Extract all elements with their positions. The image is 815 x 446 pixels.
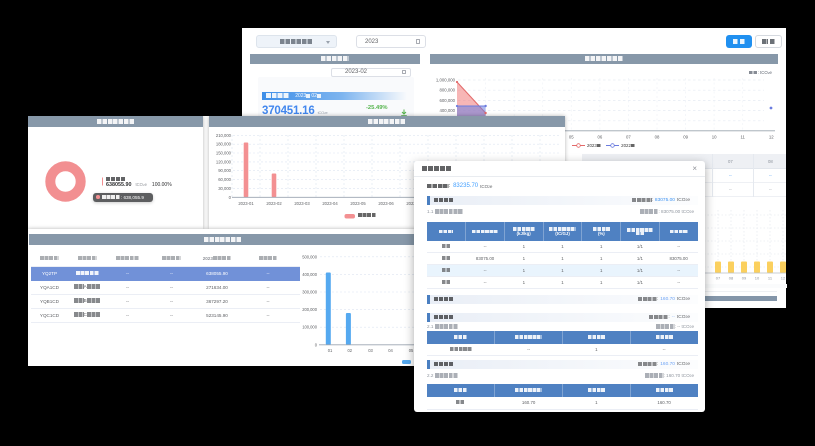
svg-text:05: 05 [569, 135, 574, 140]
svg-text:07: 07 [626, 135, 631, 140]
svg-text:200,000: 200,000 [302, 307, 318, 312]
svg-text:01: 01 [328, 348, 333, 353]
svg-text:300,000: 300,000 [302, 290, 318, 295]
svg-text:2023-06: 2023-06 [378, 200, 394, 205]
svg-text:10: 10 [712, 135, 717, 140]
svg-text:08: 08 [655, 135, 660, 140]
svg-text:1,000,000: 1,000,000 [436, 78, 456, 83]
svg-text:180,000: 180,000 [216, 141, 232, 146]
svg-text:500,000: 500,000 [302, 254, 318, 259]
svg-text:09: 09 [683, 135, 688, 140]
svg-text:09: 09 [742, 276, 747, 281]
svg-text:800,000: 800,000 [439, 88, 455, 93]
svg-text:06: 06 [598, 135, 603, 140]
svg-text:210,000: 210,000 [216, 132, 232, 137]
svg-text:12: 12 [781, 276, 786, 281]
svg-text:60,000: 60,000 [218, 177, 231, 182]
svg-text:150,000: 150,000 [216, 150, 232, 155]
svg-text:08: 08 [729, 276, 734, 281]
svg-text:02: 02 [348, 348, 353, 353]
svg-text:2023-01: 2023-01 [238, 200, 254, 205]
svg-text:0: 0 [229, 194, 232, 199]
svg-text:0: 0 [315, 342, 318, 347]
svg-text:12: 12 [769, 135, 774, 140]
svg-text:400,000: 400,000 [302, 272, 318, 277]
svg-text:05: 05 [409, 348, 414, 353]
svg-text:2023-05: 2023-05 [350, 200, 366, 205]
svg-text:11: 11 [768, 276, 773, 281]
svg-text:400,000: 400,000 [439, 108, 455, 113]
svg-text:2023-02: 2023-02 [266, 200, 282, 205]
svg-text:600,000: 600,000 [439, 98, 455, 103]
svg-text:120,000: 120,000 [216, 159, 232, 164]
svg-text:04: 04 [388, 348, 393, 353]
svg-text:30,000: 30,000 [218, 185, 231, 190]
svg-text:2023-04: 2023-04 [322, 200, 338, 205]
svg-text:07: 07 [716, 276, 721, 281]
svg-text:2023-03: 2023-03 [294, 200, 310, 205]
svg-text:10: 10 [755, 276, 760, 281]
svg-text:90,000: 90,000 [218, 168, 231, 173]
svg-text:100,000: 100,000 [302, 325, 318, 330]
svg-text:03: 03 [368, 348, 373, 353]
svg-text:11: 11 [740, 135, 745, 140]
